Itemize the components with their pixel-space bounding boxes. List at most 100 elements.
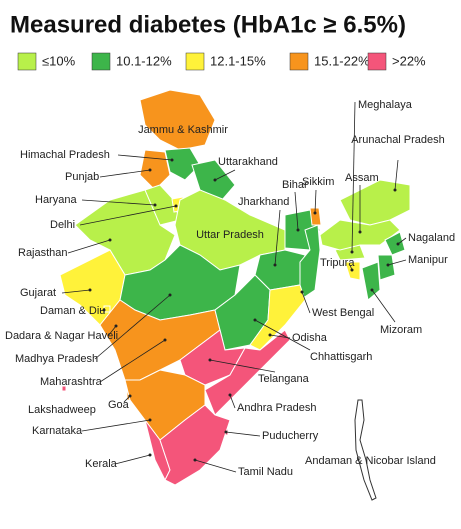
region-label: Madhya Pradesh <box>15 353 98 365</box>
leader-line <box>229 394 236 409</box>
leader-dot <box>358 230 362 234</box>
region-label: Odisha <box>292 332 328 344</box>
leader-dot <box>386 263 390 267</box>
legend-swatch <box>185 52 205 71</box>
region-label: Gujarat <box>20 287 56 299</box>
legend-label: ≤10% <box>42 53 76 68</box>
region-label: Manipur <box>408 254 448 266</box>
region-label: Meghalaya <box>358 99 413 111</box>
leader-dot <box>224 430 228 434</box>
leader-line <box>81 419 151 432</box>
leader-line <box>371 289 396 323</box>
region-label: Assam <box>345 172 379 184</box>
leader-line <box>294 191 299 231</box>
leader-dot <box>114 324 118 328</box>
region-label: Uttarakhand <box>218 156 278 168</box>
region-label: Telangana <box>258 373 310 385</box>
region-label: Bihar <box>282 179 308 191</box>
region-label: Jharkhand <box>238 196 289 208</box>
leader-dot <box>108 238 112 242</box>
leader-line <box>394 159 399 191</box>
leader-dot <box>350 250 354 254</box>
leader-dot <box>148 418 152 422</box>
leader-line <box>81 199 156 206</box>
region-label: West Bengal <box>312 307 374 319</box>
leader-line <box>67 239 111 254</box>
leader-line <box>209 359 276 373</box>
region <box>61 385 67 392</box>
region-label: Uttar Pradesh <box>196 229 264 241</box>
region <box>339 179 411 226</box>
leader-dot <box>296 228 300 232</box>
region-label: Mizoram <box>380 324 422 336</box>
leader-dot <box>268 333 272 337</box>
region <box>159 404 231 486</box>
region-label: Himachal Pradesh <box>20 149 110 161</box>
legend-label: >22% <box>392 53 426 68</box>
region-label: Karnataka <box>32 425 83 437</box>
leader-dot <box>148 168 152 172</box>
legend-swatch <box>367 52 387 71</box>
leader-line <box>99 339 166 383</box>
leader-dot <box>163 338 167 342</box>
region <box>139 149 171 191</box>
leader-line <box>254 319 311 351</box>
leader-line <box>225 431 261 437</box>
region <box>354 399 377 501</box>
region-label: Haryana <box>35 194 77 206</box>
leader-line <box>99 169 151 178</box>
region <box>384 231 406 256</box>
leader-dot <box>208 358 212 362</box>
region <box>361 261 381 301</box>
leader-dot <box>193 458 197 462</box>
region-label: Delhi <box>50 219 75 231</box>
region-label: Goa <box>108 399 130 411</box>
region <box>139 89 216 151</box>
legend-swatch <box>91 52 111 71</box>
leader-dot <box>393 188 397 192</box>
leader-line <box>301 291 311 314</box>
region-label: Rajasthan <box>18 247 68 259</box>
region-label: Daman & Diu <box>40 305 105 317</box>
region-label: Andaman & Nicobar Island <box>305 455 436 467</box>
leader-line <box>114 454 151 465</box>
region-label: Punjab <box>65 171 99 183</box>
region-label: Kerala <box>85 458 118 470</box>
leader-dot <box>213 178 217 182</box>
leader-dot <box>128 394 132 398</box>
map-title: Measured diabetes (HbA1c ≥ 6.5%) <box>10 11 406 38</box>
region <box>164 147 201 181</box>
leader-dot <box>88 288 92 292</box>
leader-line <box>79 205 177 226</box>
region <box>377 254 396 281</box>
leader-dot <box>253 318 257 322</box>
legend-swatch <box>17 52 37 71</box>
region-label: Sikkim <box>302 176 334 188</box>
leader-line <box>107 325 117 337</box>
region-label: Tamil Nadu <box>238 466 293 478</box>
region-label: Nagaland <box>408 232 455 244</box>
legend-label: 10.1-12% <box>116 53 172 68</box>
leader-line <box>351 101 356 253</box>
leader-line <box>274 209 281 266</box>
leader-dot <box>174 204 178 208</box>
region <box>299 224 321 301</box>
legend-label: 15.1-22% <box>314 53 370 68</box>
leader-line <box>387 259 407 266</box>
leader-dot <box>370 288 374 292</box>
region-label: Arunachal Pradesh <box>351 134 445 146</box>
leader-line <box>117 154 173 161</box>
legend-label: 12.1-15% <box>210 53 266 68</box>
region-label: Lakshadweep <box>28 404 96 416</box>
leader-dot <box>153 203 157 207</box>
leader-line <box>269 334 291 339</box>
region-label: Jammu & Kashmir <box>138 124 228 136</box>
leader-line <box>397 237 407 245</box>
region-label: Puducherry <box>262 430 319 442</box>
legend-swatch <box>289 52 309 71</box>
region-label: Andhra Pradesh <box>237 402 317 414</box>
leader-line <box>94 294 171 360</box>
leader-dot <box>396 242 400 246</box>
leader-dot <box>102 308 106 312</box>
